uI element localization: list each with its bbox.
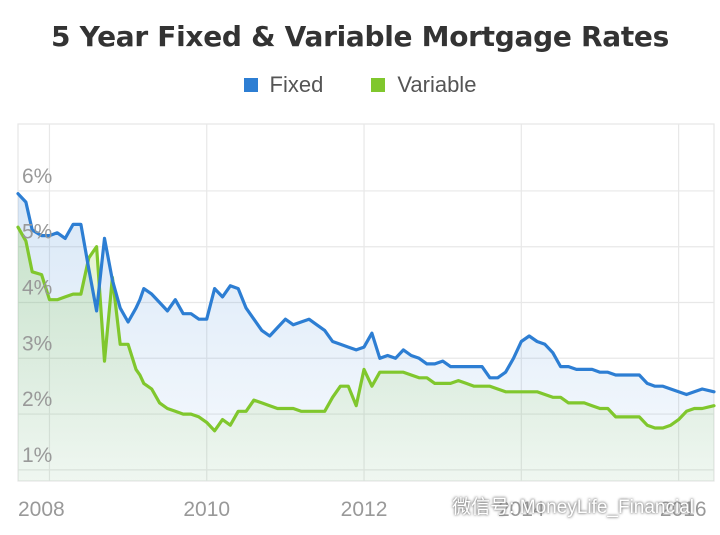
legend-swatch-variable — [371, 78, 386, 92]
series-lines — [16, 192, 716, 433]
legend-label-fixed: Fixed — [269, 72, 324, 97]
y-tick-label: 2% — [22, 388, 52, 411]
y-tick-label: 6% — [22, 165, 52, 188]
x-tick-label: 2012 — [341, 498, 388, 521]
y-tick-label: 1% — [22, 444, 52, 467]
watermark: 微信号: MoneyLife_Financial — [420, 492, 694, 519]
area-variable — [18, 227, 714, 481]
chart-title: 5 Year Fixed & Variable Mortgage Rates — [51, 20, 669, 53]
x-tick-label: 2008 — [18, 498, 65, 521]
line-variable[interactable] — [16, 225, 716, 433]
x-tick-label: 2010 — [183, 498, 230, 521]
wechat-icon — [421, 497, 444, 514]
y-tick-label: 3% — [22, 332, 52, 355]
legend-item-fixed[interactable]: Fixed — [243, 72, 324, 98]
legend-label-variable: Variable — [397, 72, 477, 97]
y-tick-label: 4% — [22, 277, 52, 300]
x-tick-label: 2014 — [498, 498, 545, 521]
line-fixed[interactable] — [16, 192, 716, 397]
series-areas — [18, 193, 714, 481]
watermark-text: 微信号: MoneyLife_Financial — [452, 497, 694, 518]
y-tick-labels: 1% 2% 3% 4% 5% 6% — [22, 165, 52, 467]
y-tick-label: 5% — [22, 221, 52, 244]
x-tick-label: 2016 — [660, 498, 707, 521]
x-tick-labels: 2008 2010 2012 2014 2016 — [18, 498, 707, 521]
legend-swatch-fixed — [243, 78, 258, 92]
legend: Fixed Variable — [0, 72, 720, 98]
legend-item-variable[interactable]: Variable — [371, 72, 476, 98]
